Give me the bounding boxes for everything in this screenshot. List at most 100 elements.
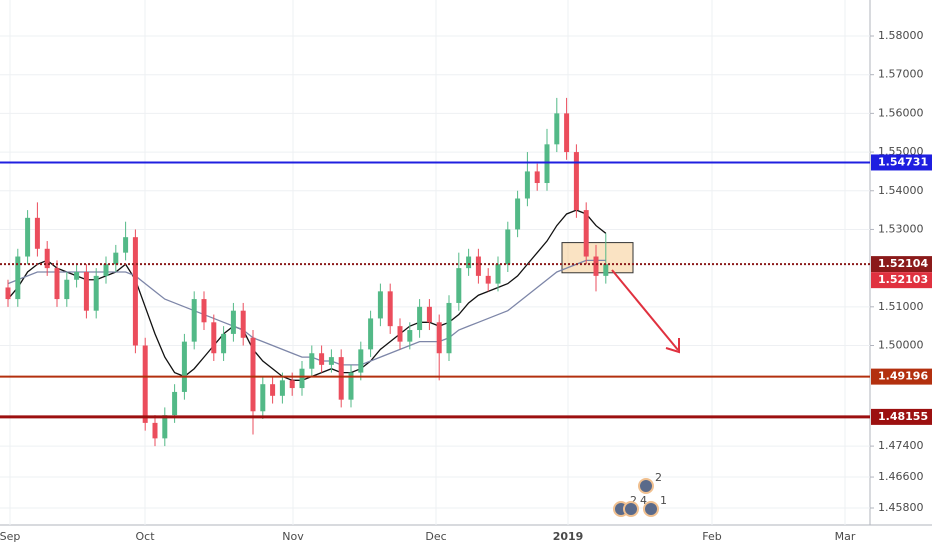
candle-body: [123, 237, 129, 253]
candle-body: [456, 268, 462, 303]
candle-body: [279, 380, 285, 396]
x-tick-label: Mar: [835, 530, 856, 543]
candle-body: [142, 345, 148, 423]
y-tick-label: 1.51000: [878, 300, 924, 313]
candle-body: [515, 198, 521, 230]
candle-body: [328, 357, 334, 365]
candle-body: [250, 337, 256, 412]
candle-body: [309, 353, 315, 369]
candle-body: [534, 171, 540, 184]
candle-body: [152, 422, 158, 439]
candle-body: [44, 248, 50, 269]
price-badge: [871, 408, 932, 425]
candle-body: [132, 237, 138, 346]
candle-body: [466, 256, 472, 269]
y-tick-label: 1.56000: [878, 106, 924, 119]
candle-body: [83, 272, 89, 311]
candle-body: [338, 357, 344, 400]
y-tick-label: 1.47400: [878, 439, 924, 452]
price-badge: [871, 368, 932, 385]
price-badge: [871, 256, 932, 273]
price-badge-label: 1.49196: [878, 370, 928, 383]
price-badge-label: 1.48155: [878, 410, 928, 423]
y-tick-label: 1.45800: [878, 501, 924, 514]
candle-body: [25, 217, 31, 257]
x-tick-label: Feb: [702, 530, 721, 543]
candle-body: [495, 264, 501, 284]
price-badge-label: 1.52104: [878, 257, 928, 270]
candle-body: [299, 368, 305, 389]
event-icon: [638, 478, 654, 494]
y-tick-label: 1.50000: [878, 339, 924, 352]
candle-body: [230, 310, 236, 334]
candle-body: [377, 291, 383, 319]
candle-body: [74, 272, 80, 280]
candle-body: [201, 299, 207, 323]
candle-body: [475, 256, 481, 276]
candle-body: [485, 275, 491, 284]
y-tick-label: 1.46600: [878, 470, 924, 483]
event-count: 4: [640, 494, 647, 507]
candle-body: [221, 333, 227, 354]
candle-body: [64, 279, 70, 300]
candle-body: [103, 264, 109, 276]
candle-body: [5, 287, 11, 300]
candle-body: [446, 302, 452, 354]
x-tick-label: Nov: [282, 530, 304, 543]
event-icon: [643, 501, 659, 517]
candle-body: [34, 217, 40, 249]
forecast-arrow: [611, 269, 680, 354]
candle-body: [407, 330, 413, 342]
x-tick-label: Dec: [425, 530, 446, 543]
y-tick-label: 1.53000: [878, 222, 924, 235]
price-badge: [871, 154, 932, 171]
event-count: 2: [655, 471, 662, 484]
candle-body: [15, 256, 21, 300]
candle-body: [573, 152, 579, 211]
last-price-label: 1.52103: [878, 273, 928, 286]
candle-body: [554, 113, 560, 145]
event-count: 1: [660, 494, 667, 507]
event-icon: [623, 501, 639, 517]
candle-body: [181, 341, 187, 392]
x-tick-label: 2019: [553, 530, 584, 543]
candle-body: [387, 291, 393, 327]
y-tick-label: 1.54000: [878, 184, 924, 197]
candle-body: [524, 171, 530, 199]
x-tick-label: Oct: [135, 530, 155, 543]
candle-body: [564, 113, 570, 153]
candle-body: [436, 322, 442, 354]
candle-body: [544, 144, 550, 184]
candle-body: [358, 349, 364, 373]
candle-body: [583, 210, 589, 257]
axes: Sep Oct Nov Dec 2019 Feb Mar 1.58000 1.57000 1.56…: [0, 29, 932, 543]
candle-body: [319, 353, 325, 365]
candle-body: [113, 252, 119, 265]
candle-body: [417, 306, 423, 331]
candle-body: [172, 391, 178, 416]
candle-body: [426, 306, 432, 323]
candle-body: [240, 310, 246, 338]
candle-body: [211, 322, 217, 354]
candle-body: [54, 268, 60, 300]
plot: 2 2 4 1: [0, 97, 870, 517]
candle-body: [260, 384, 266, 412]
grid: [0, 0, 870, 525]
last-price-badge: [871, 272, 932, 289]
candle-body: [397, 326, 403, 342]
candle-body: [603, 264, 609, 276]
y-tick-label: 1.57000: [878, 68, 924, 81]
candle-body: [593, 256, 599, 276]
candle-body: [191, 299, 197, 342]
event-count: 2: [630, 494, 637, 507]
price-badge-label: 1.54731: [878, 155, 928, 168]
x-tick-label: Sep: [0, 530, 20, 543]
candle-body: [289, 380, 295, 389]
candle-body: [368, 318, 374, 350]
candle-body: [505, 229, 511, 265]
candle-body: [348, 372, 354, 400]
candle-body: [270, 384, 276, 396]
y-tick-label: 1.58000: [878, 29, 924, 42]
